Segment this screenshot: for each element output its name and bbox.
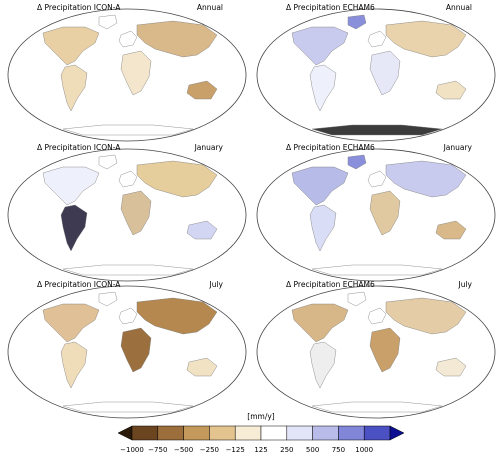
continent-shape <box>62 124 194 136</box>
colorbar-segment <box>209 425 236 441</box>
map-panel-echam6-july: Δ Precipitation ECHAM6 July <box>252 280 500 422</box>
continent-shape <box>347 291 367 307</box>
continent-shape <box>435 80 467 100</box>
continent-shape <box>98 154 118 170</box>
continent-shape <box>136 20 218 58</box>
continent-shape <box>347 14 367 30</box>
continent-shape <box>369 190 401 236</box>
continent-shape <box>367 30 387 48</box>
continent-shape <box>435 220 467 240</box>
map-panel-echam6-january: Δ Precipitation ECHAM6 January <box>252 143 500 285</box>
continent-shape <box>435 357 467 377</box>
panel-period: Annual <box>445 3 472 12</box>
continent-shape <box>369 50 401 96</box>
colorbar-segment <box>234 425 262 441</box>
land-anomaly-shading <box>42 291 218 413</box>
panel-period: July <box>209 280 224 289</box>
panel-period: January <box>194 143 223 152</box>
land-anomaly-shading <box>291 154 467 276</box>
panel-title: Δ Precipitation ECHAM6 <box>286 280 375 289</box>
continent-shape <box>291 166 349 206</box>
map-panel-icon-a-annual: Δ Precipitation ICON-A Annual <box>3 3 251 145</box>
continent-shape <box>309 64 337 112</box>
continent-shape <box>118 30 138 48</box>
panel-title: Δ Precipitation ICON-A <box>37 3 121 12</box>
continent-shape <box>309 204 337 252</box>
panel-period: Annual <box>196 3 223 12</box>
continent-shape <box>42 303 100 343</box>
colorbar-segment <box>363 425 391 441</box>
panel-title: Δ Precipitation ICON-A <box>37 280 121 289</box>
continent-shape <box>120 327 152 373</box>
continent-shape <box>186 357 218 377</box>
continent-shape <box>367 170 387 188</box>
continent-shape <box>136 160 218 198</box>
continent-shape <box>311 401 443 413</box>
continent-shape <box>385 160 467 198</box>
land-anomaly-shading <box>291 291 467 413</box>
colorbar-segment <box>131 425 159 441</box>
land-anomaly-shading <box>42 154 218 276</box>
colorbar-tick-label: 250 <box>280 446 294 454</box>
colorbar-segment <box>338 425 365 441</box>
continent-shape <box>385 297 467 335</box>
continent-shape <box>311 264 443 276</box>
continent-shape <box>42 26 100 66</box>
colorbar-extend-low <box>117 425 133 441</box>
colorbar-tick-label: −250 <box>199 446 220 454</box>
colorbar-tick-label: −750 <box>148 446 168 454</box>
continent-shape <box>42 166 100 206</box>
continent-shape <box>98 291 118 307</box>
continent-shape <box>186 220 218 240</box>
colorbar-bar <box>117 425 405 441</box>
continent-shape <box>309 341 337 389</box>
colorbar-segment <box>286 425 313 441</box>
colorbar-segment <box>260 425 288 441</box>
colorbar-tick-label: −125 <box>225 446 245 454</box>
continent-shape <box>120 50 152 96</box>
continent-shape <box>118 170 138 188</box>
continent-shape <box>369 327 401 373</box>
panel-period: January <box>443 143 472 152</box>
continent-shape <box>385 20 467 58</box>
panel-title: Δ Precipitation ICON-A <box>37 143 121 152</box>
continent-shape <box>136 297 218 335</box>
continent-shape <box>60 204 88 252</box>
continent-shape <box>62 401 194 413</box>
continent-shape <box>62 264 194 276</box>
colorbar-units: [mm/y] <box>247 412 275 421</box>
continent-shape <box>118 307 138 325</box>
colorbar-segment <box>312 425 339 441</box>
colorbar: [mm/y] −1000 −750 −500 −250 −125 125 250 500 750… <box>116 412 406 457</box>
map-panel-icon-a-july: Δ Precipitation ICON-A July <box>3 280 251 422</box>
continent-shape <box>186 80 218 100</box>
continent-shape <box>311 124 443 136</box>
panel-title: Δ Precipitation ECHAM6 <box>286 143 375 152</box>
land-anomaly-shading <box>291 14 467 136</box>
colorbar-tick-label: −500 <box>173 446 194 454</box>
panel-title: Δ Precipitation ECHAM6 <box>286 3 375 12</box>
map-panel-icon-a-january: Δ Precipitation ICON-A January <box>3 143 251 285</box>
panel-period: July <box>458 280 473 289</box>
colorbar-tick-label: 500 <box>305 446 320 454</box>
colorbar-tick-label: 125 <box>254 446 268 454</box>
map-panel-echam6-annual: Δ Precipitation ECHAM6 Annual <box>252 3 500 145</box>
colorbar-extend-high <box>389 425 405 441</box>
continent-shape <box>291 303 349 343</box>
continent-shape <box>60 64 88 112</box>
land-anomaly-shading <box>42 14 218 136</box>
continent-shape <box>98 14 118 30</box>
continent-shape <box>291 26 349 66</box>
continent-shape <box>120 190 152 236</box>
colorbar-segment <box>183 425 210 441</box>
colorbar-tick-label: 1000 <box>355 446 374 454</box>
continent-shape <box>347 154 367 170</box>
continent-shape <box>367 307 387 325</box>
colorbar-tick-label: −1000 <box>120 446 144 454</box>
continent-shape <box>60 341 88 389</box>
colorbar-tick-label: 750 <box>331 446 346 454</box>
colorbar-segment <box>157 425 184 441</box>
